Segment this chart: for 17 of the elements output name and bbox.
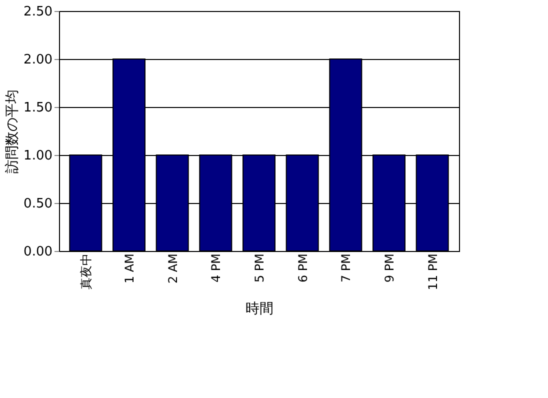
x-axis-title: 時間 — [246, 301, 274, 318]
x-tick-label: 4 PM — [209, 254, 224, 283]
y-axis-title: 訪問数の平均 — [4, 90, 21, 174]
x-tick-label: 真夜中 — [79, 254, 94, 290]
y-tick-label: 2.50 — [24, 4, 52, 20]
y-tick-label: 0.50 — [24, 196, 52, 212]
y-tick-label: 1.00 — [24, 148, 52, 164]
y-tick-label: 0.00 — [24, 244, 52, 260]
x-tick-label: 2 AM — [166, 254, 180, 284]
x-tick-label: 1 AM — [122, 254, 136, 284]
x-tick-label: 5 PM — [252, 254, 266, 283]
x-tick-label: 11 PM — [426, 254, 440, 290]
x-tick-label: 7 PM — [339, 254, 354, 283]
x-tick-label: 6 PM — [296, 254, 310, 283]
y-tick-label: 2.00 — [24, 52, 52, 68]
x-tick-label: 9 PM — [382, 254, 396, 283]
y-tick-label: 1.50 — [24, 100, 52, 116]
